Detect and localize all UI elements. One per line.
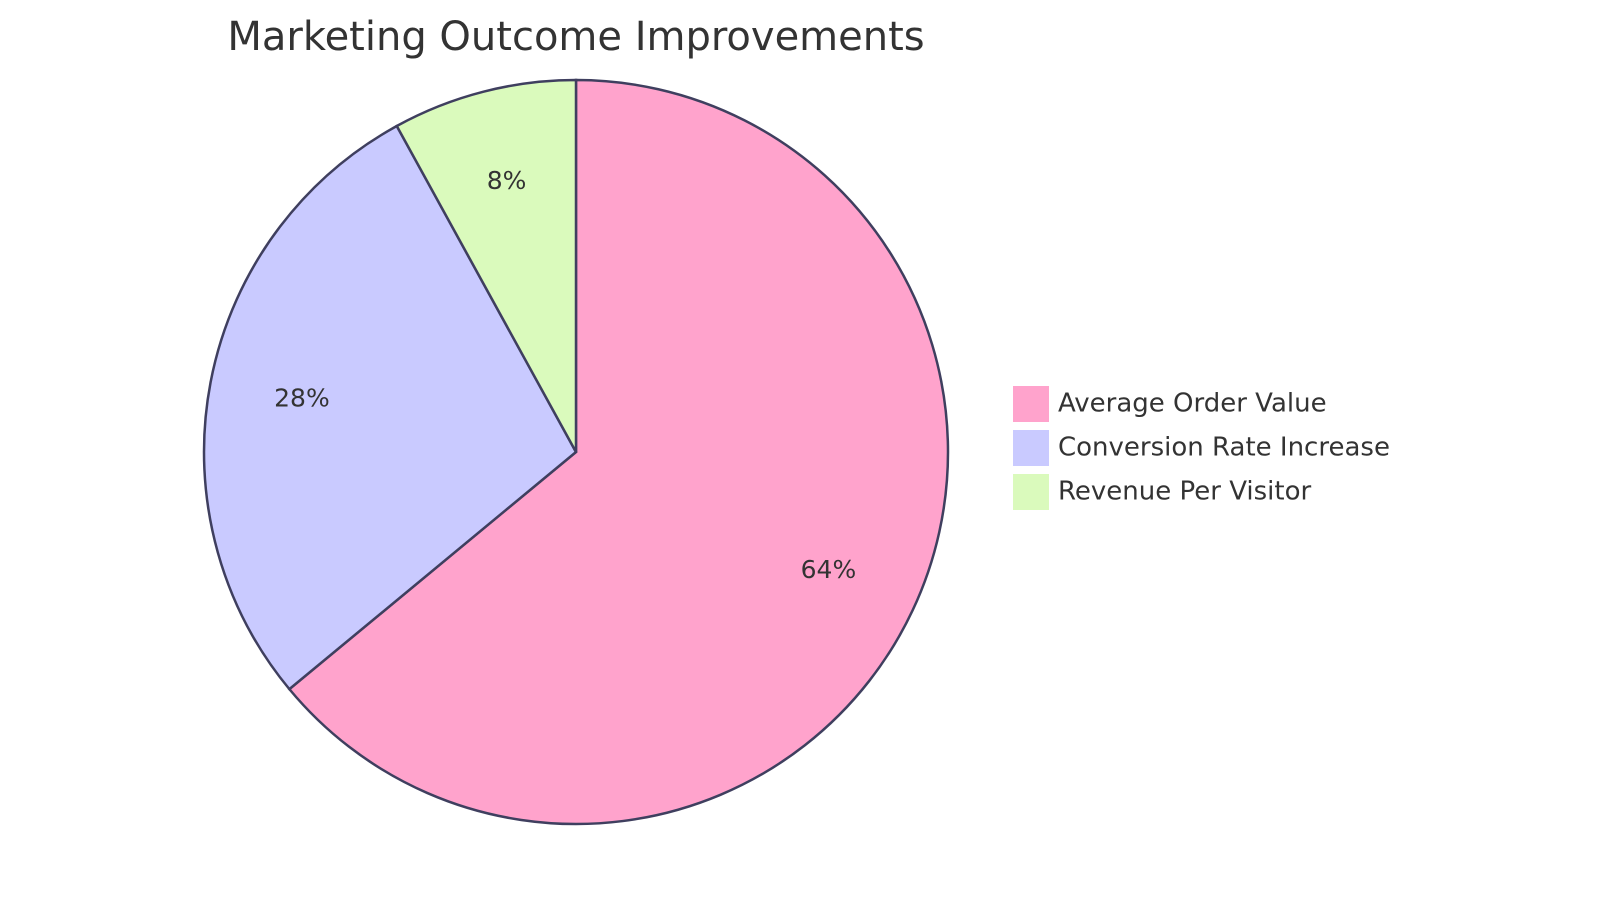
- slice-label-average-order-value: 64%: [801, 555, 857, 584]
- legend-label-conversion-rate-increase: Conversion Rate Increase: [1058, 433, 1390, 463]
- pie-slice-average-order-value: [287, 78, 950, 826]
- legend-swatch-average-order-value: [1011, 384, 1051, 424]
- slice-label-revenue-per-visitor: 8%: [487, 166, 527, 195]
- pie-slice-revenue-per-visitor: [395, 78, 578, 453]
- pie-slice-conversion-rate-increase: [202, 124, 578, 691]
- legend-swatch-revenue-per-visitor: [1011, 472, 1051, 512]
- legend-swatch-conversion-rate-increase: [1011, 428, 1051, 468]
- legend-label-average-order-value: Average Order Value: [1058, 389, 1327, 419]
- pie-slices: [202, 78, 950, 826]
- slice-label-conversion-rate-increase: 28%: [274, 384, 330, 413]
- legend: Average Order Value Conversion Rate Incre…: [1011, 384, 1390, 512]
- chart-title: Marketing Outcome Improvements: [227, 14, 924, 60]
- legend-label-revenue-per-visitor: Revenue Per Visitor: [1058, 477, 1312, 507]
- pie-slice-labels: 64% 28% 8%: [274, 166, 856, 584]
